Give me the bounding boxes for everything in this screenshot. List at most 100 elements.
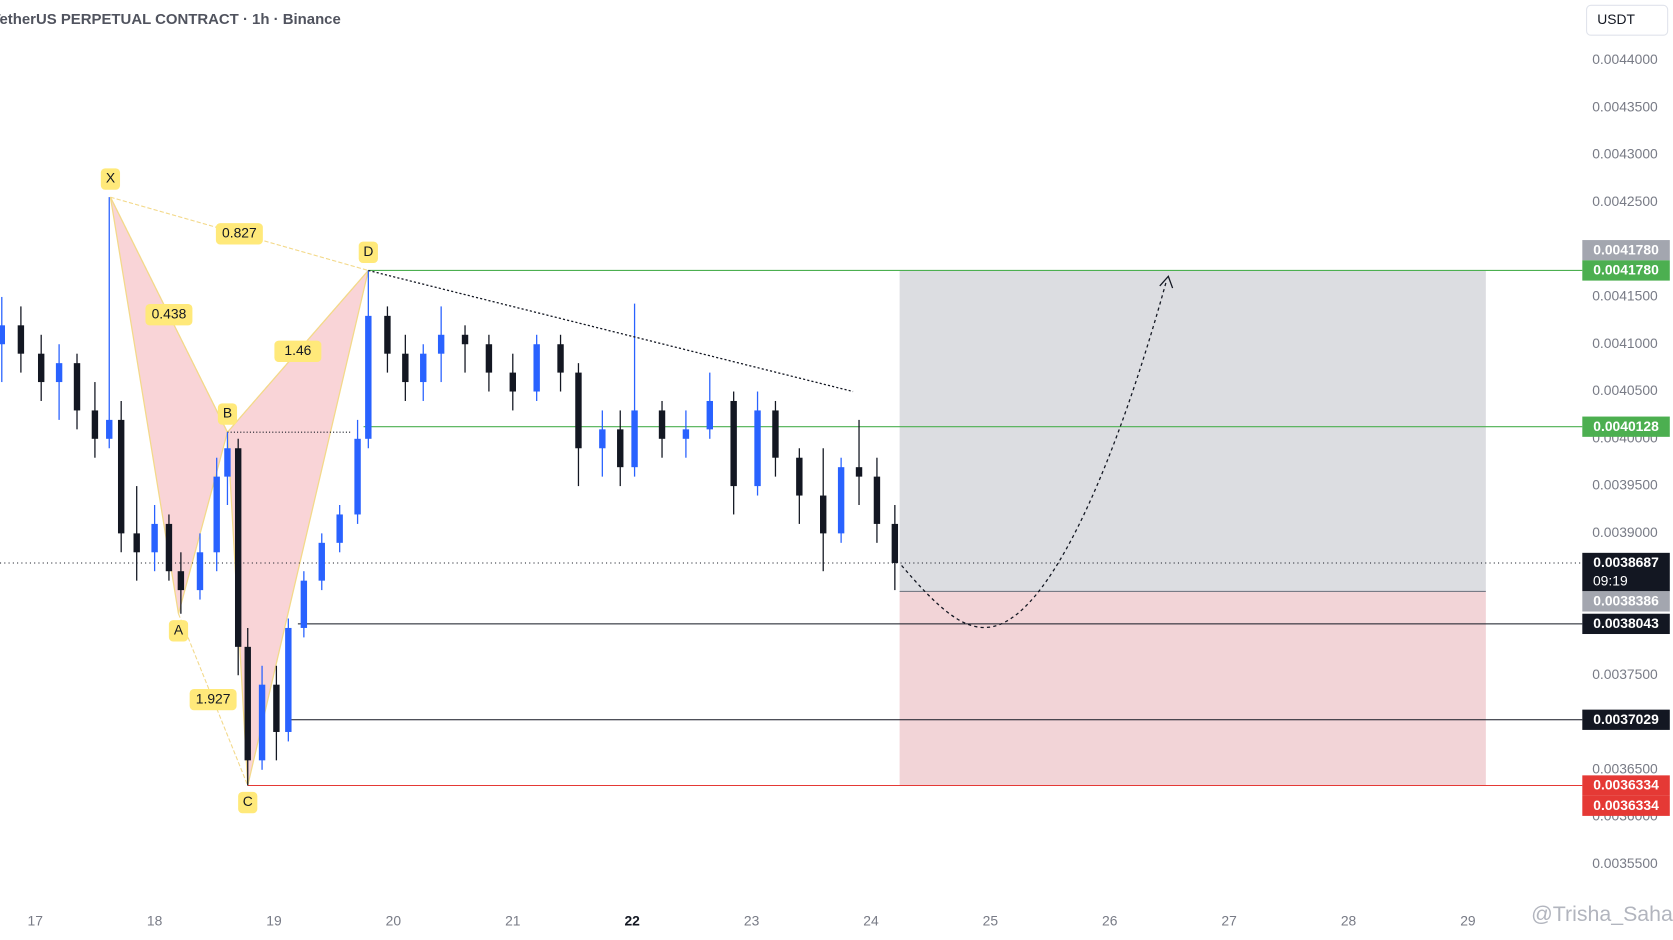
candle-body bbox=[73, 363, 81, 411]
price-badge bbox=[1582, 709, 1670, 730]
candle-body bbox=[730, 400, 737, 487]
candles bbox=[0, 197, 899, 786]
currency[interactable]: USDT bbox=[1597, 11, 1635, 27]
symbol-title: TetherUS PERPETUAL CONTRACT · 1h · Binan… bbox=[0, 11, 341, 28]
candle-body bbox=[55, 363, 63, 383]
candle-body bbox=[557, 344, 564, 373]
y-tick-label: 0.0041000 bbox=[1592, 335, 1658, 351]
ratio-box bbox=[274, 340, 322, 362]
candle-body bbox=[837, 467, 845, 534]
profit-zone bbox=[899, 270, 1486, 592]
price-badge-label: 0.0041780 bbox=[1593, 241, 1659, 257]
candle-body bbox=[599, 429, 606, 449]
pattern-point bbox=[238, 791, 258, 814]
candle-body bbox=[106, 419, 113, 439]
price-badge-label: 0.0041780 bbox=[1593, 262, 1659, 278]
candle-body bbox=[873, 476, 881, 524]
candle-body bbox=[177, 571, 185, 591]
x-tick-label: 24 bbox=[863, 913, 879, 929]
candle-body bbox=[533, 344, 540, 392]
y-tick-label: 0.0037500 bbox=[1592, 666, 1658, 682]
price-badge-label: 0.0038386 bbox=[1593, 593, 1659, 609]
y-tick-label: 0.0036500 bbox=[1592, 760, 1658, 776]
price-badge-label: 0.0038687 bbox=[1593, 554, 1659, 570]
x-tick-label: 21 bbox=[505, 913, 521, 929]
pattern-point bbox=[358, 241, 378, 264]
candle-body bbox=[631, 410, 638, 468]
y-tick-label: 0.0039500 bbox=[1592, 477, 1658, 493]
pattern-label: A bbox=[174, 621, 184, 637]
candle-body bbox=[658, 410, 666, 439]
currency-button[interactable]: USDT bbox=[1586, 4, 1669, 36]
price-badge-label: 0.0036334 bbox=[1593, 797, 1659, 813]
candle-body bbox=[402, 353, 409, 383]
x-tick-label: 26 bbox=[1102, 913, 1118, 929]
candle-body bbox=[285, 627, 292, 732]
loss-zone bbox=[899, 591, 1486, 786]
x-tick-label: 19 bbox=[266, 913, 282, 929]
candle-body bbox=[258, 684, 266, 761]
currency-box[interactable] bbox=[1586, 4, 1669, 36]
y-tick-label: 0.0042500 bbox=[1592, 193, 1658, 209]
candle-body bbox=[213, 476, 220, 553]
candle-body bbox=[485, 344, 493, 373]
candle-body bbox=[37, 353, 45, 383]
x-tick-label: 22 bbox=[624, 913, 640, 929]
y-tick-label: 0.0041500 bbox=[1592, 288, 1658, 304]
price-badge bbox=[1582, 552, 1670, 592]
price-badge bbox=[1582, 795, 1670, 816]
candle-body bbox=[682, 429, 690, 439]
candle-body bbox=[354, 438, 361, 515]
arrow-head bbox=[1159, 275, 1174, 289]
candle-body bbox=[365, 315, 372, 439]
ratio-box bbox=[189, 688, 237, 711]
y-tick-label: 0.0039000 bbox=[1592, 524, 1658, 540]
candle-body bbox=[617, 429, 624, 468]
price-badge-label: 0.0037029 bbox=[1593, 711, 1659, 727]
candle-body bbox=[165, 523, 173, 572]
price-badge bbox=[1582, 775, 1670, 796]
candle-body bbox=[300, 580, 308, 628]
watermark: @Trisha_Saha bbox=[1531, 902, 1673, 926]
x-tick-label: 23 bbox=[744, 913, 760, 929]
candle-body bbox=[133, 533, 140, 553]
y-tick-label: 0.0043000 bbox=[1592, 146, 1658, 162]
price-badge bbox=[1582, 613, 1670, 635]
ratio-label: 1.927 bbox=[196, 690, 231, 706]
x-tick-label: 27 bbox=[1221, 913, 1237, 929]
countdown: 09:19 bbox=[1593, 572, 1628, 588]
price-badge bbox=[1582, 591, 1670, 612]
price-badge-label: 0.0036334 bbox=[1593, 777, 1659, 793]
price-badge bbox=[1582, 416, 1670, 437]
candle-body bbox=[437, 334, 445, 354]
candle-body bbox=[336, 514, 343, 543]
candle-body bbox=[891, 523, 899, 563]
y-tick-label: 0.0044000 bbox=[1592, 51, 1658, 67]
candle-body bbox=[820, 495, 827, 534]
candle-body bbox=[384, 315, 391, 354]
x-tick-label: 20 bbox=[386, 913, 402, 929]
candle-body bbox=[234, 448, 242, 647]
pattern-label: D bbox=[363, 243, 373, 259]
candle-body bbox=[273, 684, 280, 732]
ratio-box bbox=[145, 304, 193, 326]
price-badge-label: 0.0038043 bbox=[1593, 615, 1659, 631]
candle-body bbox=[0, 325, 5, 345]
price-axis: 0.0044000 0.0043500 0.0043000 0.0042500 0.00… bbox=[28, 51, 1670, 929]
candle-body bbox=[855, 467, 863, 477]
pattern-point bbox=[168, 620, 189, 642]
candle-body bbox=[91, 410, 99, 439]
candle-body bbox=[509, 372, 516, 392]
pattern-label: C bbox=[243, 793, 253, 809]
x-tick-label: 28 bbox=[1341, 913, 1357, 929]
y-tick-label: 0.0040500 bbox=[1592, 382, 1658, 398]
candle-body bbox=[17, 325, 25, 354]
candle-body bbox=[754, 410, 761, 487]
x-tick-label: 25 bbox=[983, 913, 999, 929]
bd-leg bbox=[227, 270, 369, 433]
candle-body bbox=[575, 372, 582, 449]
ratio-label: 0.438 bbox=[152, 305, 187, 321]
candle-body bbox=[151, 523, 158, 553]
candle-body bbox=[796, 457, 803, 496]
